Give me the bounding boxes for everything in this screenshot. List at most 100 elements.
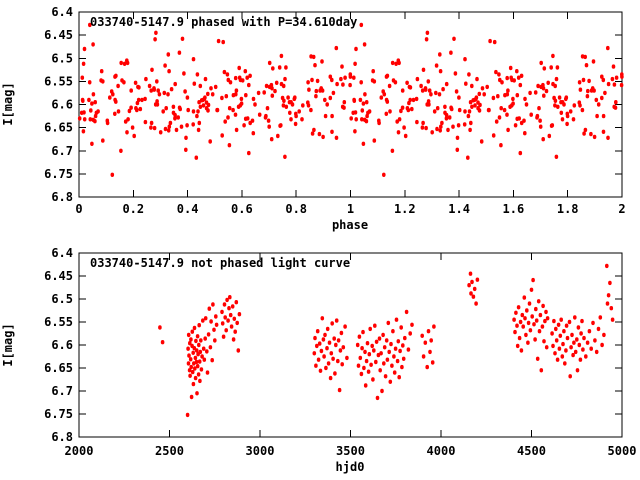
data-point: [91, 42, 95, 47]
data-point: [343, 75, 347, 80]
data-point: [499, 143, 503, 148]
data-point: [293, 121, 298, 127]
data-point: [512, 317, 516, 322]
data-point: [518, 150, 523, 156]
data-point: [560, 100, 565, 105]
data-point: [587, 78, 591, 84]
data-point: [396, 339, 401, 344]
data-point: [349, 116, 354, 121]
data-point: [526, 340, 530, 345]
data-point: [374, 339, 379, 344]
data-point: [581, 77, 586, 83]
data-point: [518, 319, 523, 325]
data-point: [524, 332, 528, 338]
data-point: [315, 78, 320, 84]
data-point: [440, 120, 444, 126]
data-point: [457, 95, 461, 100]
data-point: [136, 97, 141, 103]
data-point: [324, 365, 328, 371]
data-point: [79, 110, 84, 116]
data-point: [330, 77, 334, 83]
data-point: [334, 342, 338, 348]
data-point: [390, 363, 394, 368]
data-point: [369, 362, 373, 367]
data-point: [362, 42, 367, 47]
data-point: [116, 109, 121, 114]
ytick-label: 6.8: [51, 430, 73, 444]
data-point: [430, 130, 435, 135]
data-point: [194, 338, 198, 344]
data-point: [143, 119, 148, 125]
data-point: [595, 113, 599, 119]
data-point: [359, 371, 364, 377]
data-point: [391, 78, 396, 83]
data-point: [517, 335, 522, 341]
data-point: [352, 98, 357, 104]
data-point: [377, 118, 381, 123]
data-point: [474, 95, 479, 100]
data-point: [318, 368, 323, 373]
data-point: [82, 117, 87, 122]
data-point: [81, 129, 86, 134]
data-point: [523, 316, 527, 321]
data-point: [394, 61, 398, 66]
data-point: [408, 331, 413, 336]
data-point: [358, 97, 363, 103]
data-point: [397, 375, 402, 380]
data-point: [565, 113, 570, 119]
data-point: [359, 80, 364, 85]
data-point: [331, 90, 336, 96]
data-point: [162, 90, 167, 96]
data-point: [359, 22, 364, 28]
data-point: [155, 99, 159, 104]
data-point: [239, 101, 244, 106]
data-point: [614, 100, 618, 105]
data-point: [531, 277, 535, 283]
data-point: [119, 60, 123, 66]
xtick-label: 1.8: [557, 202, 579, 216]
data-point: [93, 113, 98, 119]
data-point: [191, 381, 196, 387]
data-point: [379, 351, 383, 356]
data-point: [203, 95, 207, 100]
data-point: [189, 364, 193, 370]
data-point: [447, 115, 452, 120]
data-point: [152, 125, 157, 131]
data-point: [207, 306, 212, 311]
data-point: [578, 357, 583, 362]
xtick-label: 0.2: [122, 202, 144, 216]
data-point: [467, 283, 471, 288]
data-point: [506, 127, 510, 133]
data-point: [391, 329, 395, 334]
data-point: [362, 117, 367, 123]
data-point: [348, 74, 353, 79]
data-point: [474, 301, 478, 306]
data-point: [250, 118, 255, 123]
data-point: [314, 363, 318, 368]
data-point: [237, 65, 241, 71]
data-point: [336, 338, 341, 343]
data-point: [411, 97, 416, 103]
data-point: [231, 107, 235, 113]
data-point: [601, 77, 606, 83]
data-point: [179, 124, 184, 129]
data-point: [424, 125, 428, 131]
data-point: [547, 133, 552, 139]
data-point: [467, 109, 472, 114]
data-point: [341, 345, 346, 350]
data-point: [113, 97, 117, 103]
data-point: [315, 329, 320, 334]
data-point: [577, 100, 582, 105]
data-point: [470, 104, 474, 110]
data-point: [361, 141, 366, 146]
data-point: [506, 88, 510, 93]
data-point: [438, 69, 443, 74]
data-point: [609, 306, 614, 311]
data-point: [613, 105, 618, 110]
data-point: [286, 95, 290, 100]
data-point: [351, 110, 356, 116]
data-point: [469, 291, 473, 296]
data-point: [520, 312, 525, 318]
data-point: [283, 76, 287, 82]
data-point: [535, 356, 540, 361]
